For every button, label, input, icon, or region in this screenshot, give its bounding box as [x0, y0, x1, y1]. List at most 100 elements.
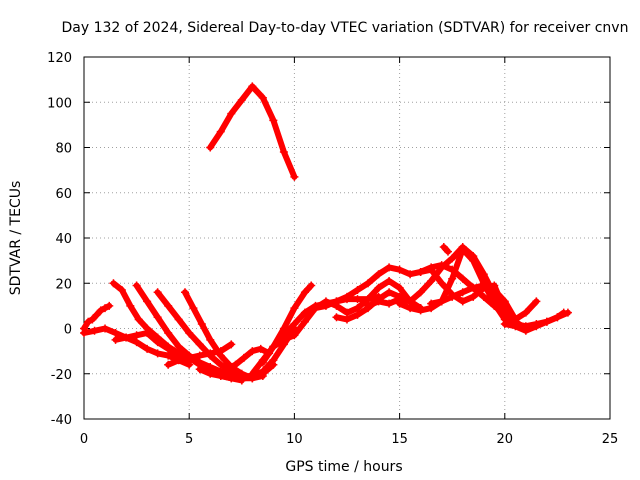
data-point	[101, 304, 110, 313]
data-point	[185, 353, 194, 362]
data-point	[258, 358, 267, 367]
data-point	[216, 360, 225, 369]
data-point	[500, 310, 509, 319]
data-point	[439, 243, 448, 252]
data-point	[105, 301, 114, 310]
data-point	[343, 292, 351, 301]
data-point	[117, 286, 126, 295]
x-tick-label: 25	[602, 432, 619, 447]
data-point	[479, 292, 488, 301]
data-point	[458, 297, 467, 306]
data-point	[239, 353, 248, 362]
data-point	[256, 344, 265, 353]
data-point	[180, 288, 189, 297]
data-point	[132, 338, 141, 347]
data-point	[321, 301, 330, 310]
data-point	[406, 304, 415, 313]
data-series	[80, 82, 572, 385]
data-point	[448, 274, 457, 283]
data-point	[269, 342, 278, 351]
data-point	[343, 308, 351, 317]
data-point	[458, 243, 467, 252]
data-point	[111, 329, 120, 338]
data-point	[153, 338, 162, 347]
x-tick-label: 0	[80, 432, 88, 447]
data-point	[437, 297, 446, 306]
data-point	[437, 261, 446, 270]
data-point	[237, 95, 246, 104]
data-point	[532, 322, 541, 331]
data-point	[395, 295, 404, 304]
data-point	[216, 127, 225, 136]
data-point	[353, 286, 362, 295]
data-point	[300, 288, 309, 297]
y-tick-label: 40	[55, 232, 72, 247]
data-point	[189, 304, 198, 313]
data-point	[164, 301, 173, 310]
y-axis-title: SDTVAR / TECUs	[8, 181, 24, 296]
data-point	[437, 279, 446, 288]
data-point	[195, 340, 204, 349]
data-point	[143, 329, 152, 338]
data-point	[332, 313, 341, 322]
y-tick-label: 0	[64, 323, 72, 338]
data-point	[385, 263, 394, 272]
data-point	[258, 367, 267, 376]
data-point	[92, 310, 101, 319]
data-point	[553, 313, 562, 322]
data-point	[109, 279, 118, 288]
data-point	[134, 315, 143, 324]
y-tick-label: -40	[51, 413, 72, 428]
data-point	[469, 252, 478, 261]
data-point	[521, 308, 530, 317]
plot-frame	[83, 56, 611, 420]
data-point	[374, 270, 383, 279]
data-point	[416, 267, 425, 276]
data-point	[185, 329, 194, 338]
x-tick-label: 20	[497, 432, 514, 447]
data-point	[174, 356, 183, 365]
series-s7	[111, 329, 194, 365]
data-point	[416, 288, 425, 297]
data-point	[385, 299, 394, 308]
data-point	[206, 335, 215, 344]
data-point	[353, 310, 362, 319]
data-point	[490, 286, 499, 295]
grid	[84, 57, 610, 419]
data-point	[311, 304, 320, 313]
data-point	[269, 356, 278, 365]
data-point	[111, 335, 120, 344]
data-point	[458, 274, 467, 283]
series-s20	[427, 281, 520, 324]
data-point	[427, 276, 436, 285]
data-point	[290, 172, 299, 181]
series-s1	[80, 301, 114, 333]
data-point	[511, 315, 520, 324]
data-point	[84, 317, 93, 326]
data-point	[90, 326, 99, 335]
data-point	[216, 372, 225, 381]
data-point	[416, 306, 425, 315]
data-point	[490, 301, 499, 310]
data-point	[469, 283, 478, 292]
data-point	[353, 304, 362, 313]
data-point	[132, 331, 141, 340]
data-point	[307, 281, 316, 290]
y-axis: -40 -20 0 20 40 60 80 100 120	[47, 51, 610, 428]
data-point	[332, 297, 341, 306]
data-point	[511, 322, 520, 331]
data-point	[559, 308, 568, 317]
data-point	[126, 301, 135, 310]
data-point	[143, 297, 152, 306]
data-point	[448, 292, 457, 301]
data-point	[197, 319, 206, 328]
data-point	[427, 263, 436, 272]
data-point	[290, 331, 299, 340]
data-point	[206, 362, 215, 371]
data-point	[427, 299, 436, 308]
data-point	[227, 374, 236, 383]
series-s18	[364, 243, 530, 333]
data-point	[153, 349, 162, 358]
series-s21	[500, 308, 568, 335]
data-point	[164, 344, 173, 353]
